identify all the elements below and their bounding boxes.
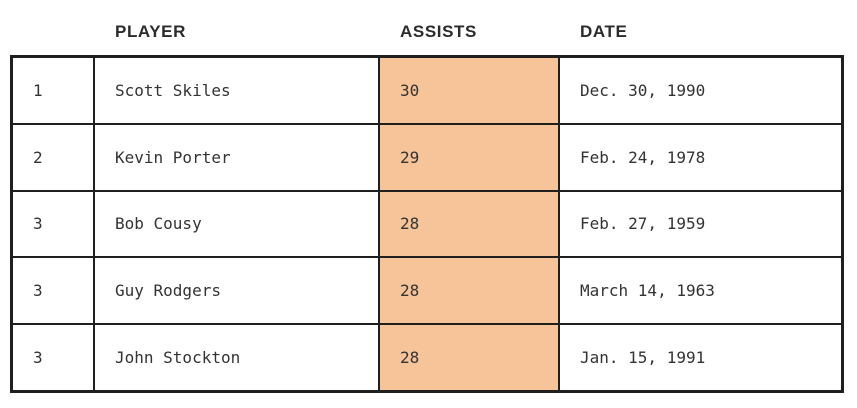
column-header-assists: ASSISTS	[400, 22, 477, 41]
date-cell: Feb. 24, 1978	[580, 147, 706, 167]
assists-records-table: 1 Scott Skiles 30 Dec. 30, 1990 2 Kevin …	[10, 55, 844, 393]
rank-cell: 1	[13, 58, 95, 123]
rank-cell: 3	[13, 258, 95, 324]
rank-cell: 3	[13, 325, 95, 390]
assists-cell: 30	[380, 58, 560, 123]
table-row: 3 Bob Cousy 28 Feb. 27, 1959	[13, 189, 841, 257]
date-cell: Dec. 30, 1990	[580, 80, 706, 100]
date-cell: Feb. 27, 1959	[580, 214, 706, 234]
player-cell: Scott Skiles	[95, 58, 380, 123]
rank-cell: 3	[13, 191, 95, 257]
assists-cell: 28	[380, 191, 560, 257]
rank-cell: 2	[13, 124, 95, 190]
column-header-player: PLAYER	[115, 22, 186, 41]
assists-cell: 28	[380, 325, 560, 390]
date-cell: Jan. 15, 1991	[580, 348, 706, 368]
player-cell: Bob Cousy	[95, 191, 380, 257]
assists-cell: 28	[380, 258, 560, 324]
table-row: 3 John Stockton 28 Jan. 15, 1991	[13, 323, 841, 390]
column-header-date: DATE	[580, 22, 628, 41]
table-row: 1 Scott Skiles 30 Dec. 30, 1990	[13, 58, 841, 123]
player-cell: Guy Rodgers	[95, 258, 380, 324]
date-cell: March 14, 1963	[580, 281, 715, 301]
column-header-row: PLAYER ASSISTS DATE	[10, 0, 844, 55]
table-row: 2 Kevin Porter 29 Feb. 24, 1978	[13, 122, 841, 190]
player-cell: Kevin Porter	[95, 124, 380, 190]
assists-cell: 29	[380, 124, 560, 190]
player-cell: John Stockton	[95, 325, 380, 390]
table-row: 3 Guy Rodgers 28 March 14, 1963	[13, 256, 841, 324]
